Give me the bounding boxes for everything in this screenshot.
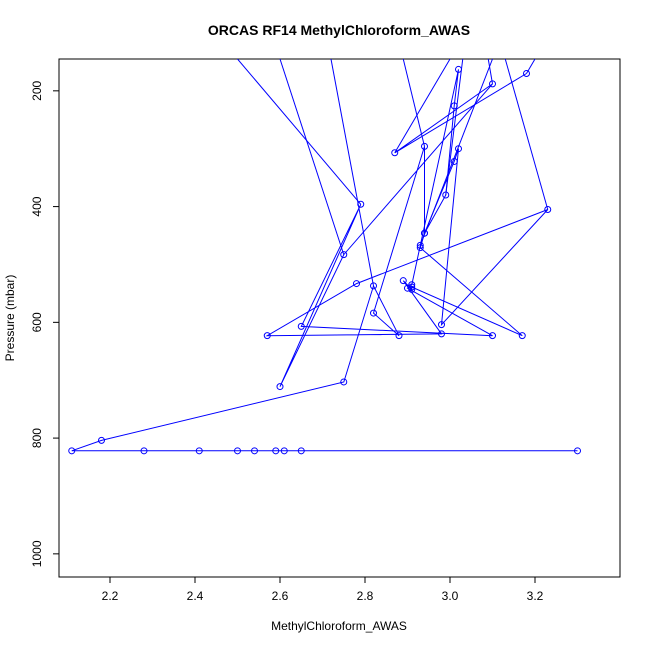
data-point <box>391 149 399 157</box>
series-segment <box>504 59 549 210</box>
data-point <box>98 436 105 444</box>
data-point <box>234 447 241 455</box>
data-point <box>416 241 424 249</box>
series-segment <box>394 59 451 154</box>
data-point <box>370 309 377 317</box>
series-segment <box>419 59 493 246</box>
series-line <box>71 69 578 452</box>
data-point <box>574 447 581 455</box>
series-segment <box>330 59 374 286</box>
series-segment <box>279 59 345 255</box>
data-point <box>421 229 428 237</box>
data-point <box>408 283 416 291</box>
data-point <box>68 447 76 455</box>
y-tick-label: 400 <box>30 196 44 216</box>
data-point <box>140 447 148 455</box>
data-point <box>523 69 530 77</box>
data-point <box>544 205 552 213</box>
y-tick-label: 1000 <box>30 540 44 567</box>
x-tick-label: 2.8 <box>357 589 374 603</box>
series-segment <box>237 59 362 205</box>
series-segment <box>402 59 425 147</box>
data-point <box>276 383 284 391</box>
data-point <box>399 277 407 285</box>
x-tick-label: 3.0 <box>442 589 459 603</box>
data-point <box>489 80 496 88</box>
data-point <box>297 447 305 455</box>
y-axis-label: Pressure (mbar) <box>3 275 17 362</box>
x-tick-label: 2.6 <box>272 589 289 603</box>
data-point <box>438 321 445 329</box>
data-point <box>438 330 445 338</box>
series-segment <box>487 59 493 84</box>
data-point <box>340 378 348 386</box>
plot-frame <box>58 58 621 578</box>
data-point <box>408 281 416 289</box>
y-tick-label: 600 <box>30 312 44 332</box>
data-point <box>370 282 377 290</box>
data-point <box>518 332 526 340</box>
x-axis-label: MethylChloroform_AWAS <box>271 619 407 633</box>
data-point <box>251 447 258 455</box>
data-point <box>395 332 403 340</box>
x-axis: 2.2 2.4 2.6 2.8 3.0 3.2 <box>102 577 544 603</box>
data-point <box>195 447 203 455</box>
data-point <box>340 251 348 259</box>
data-point <box>297 322 305 330</box>
y-tick-label: 200 <box>30 81 44 101</box>
x-tick-label: 3.2 <box>527 589 544 603</box>
series-layer <box>68 59 581 455</box>
data-point <box>263 332 271 340</box>
series-segment <box>526 59 536 74</box>
data-point <box>280 447 288 455</box>
x-tick-label: 2.2 <box>102 589 119 603</box>
y-axis: 200 400 600 800 1000 <box>30 81 59 567</box>
data-point <box>353 280 360 288</box>
data-point <box>272 447 280 455</box>
series-segment <box>445 59 464 196</box>
data-point <box>489 332 496 340</box>
data-point <box>421 142 428 150</box>
y-tick-label: 800 <box>30 428 44 448</box>
data-point <box>408 285 416 293</box>
x-tick-label: 2.4 <box>187 589 204 603</box>
data-point <box>404 284 411 292</box>
chart-title: ORCAS RF14 MethylChloroform_AWAS <box>208 22 470 38</box>
